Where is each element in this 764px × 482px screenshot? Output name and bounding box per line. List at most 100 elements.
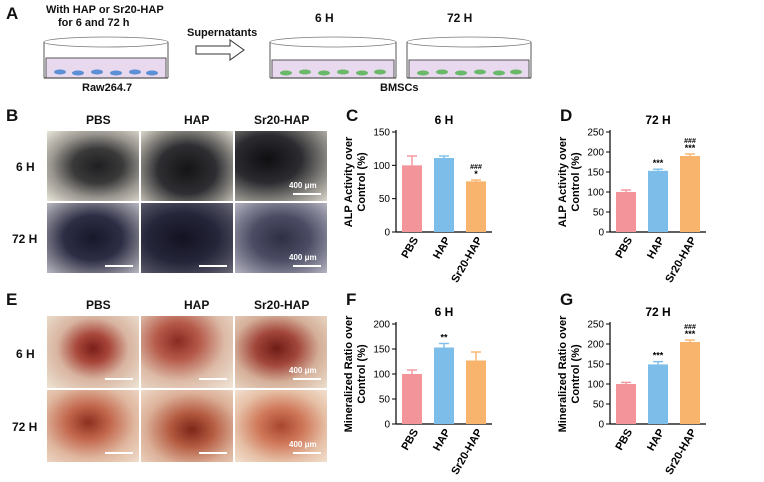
x-tick-label: Sr20-HAP bbox=[663, 235, 699, 285]
bar-sr20-hap bbox=[466, 360, 486, 424]
scale-label: 400 μm bbox=[289, 440, 317, 449]
x-tick-label: HAP bbox=[645, 427, 667, 453]
y-axis-label: Mineralized Ratio overControl (%) bbox=[343, 315, 368, 432]
x-tick-label: HAP bbox=[645, 235, 667, 261]
bar-pbs bbox=[616, 384, 636, 424]
scale-bar bbox=[105, 378, 133, 380]
significance-mark: *** bbox=[685, 329, 696, 339]
bar-sr20-hap bbox=[680, 156, 700, 232]
panel-label-f: F bbox=[346, 290, 357, 309]
x-tick-label: PBS bbox=[399, 235, 421, 261]
scale-label: 400 μm bbox=[289, 253, 317, 262]
scale-bar bbox=[105, 452, 133, 454]
bar-sr20-hap bbox=[466, 181, 486, 232]
y-tick-label: 50 bbox=[379, 194, 391, 205]
scale-bar bbox=[199, 265, 227, 267]
y-tick-label: 150 bbox=[587, 360, 604, 371]
x-tick-label: HAP bbox=[431, 427, 453, 453]
chart-alp-72h: 72 H ALP Activity overControl (%) 0 50 100 15… bbox=[557, 113, 706, 285]
panel-label-e: E bbox=[6, 290, 18, 309]
x-tick-label: Sr20-HAP bbox=[663, 427, 699, 477]
significance-mark: ### bbox=[684, 138, 696, 145]
treatment-text-line2: for 6 and 72 h bbox=[58, 17, 130, 29]
micrograph-e-pbs-6h bbox=[47, 316, 139, 388]
scale-bar bbox=[293, 378, 321, 380]
micrograph-e-sr20hap-6h: 400 μm bbox=[235, 316, 327, 388]
y-tick-label: 100 bbox=[587, 188, 604, 199]
micrograph-e-hap-6h bbox=[141, 316, 233, 388]
significance-mark: ### bbox=[470, 164, 482, 171]
chart-title: 6 H bbox=[435, 305, 454, 319]
time-label-72h: 72 H bbox=[447, 11, 473, 25]
dish-72h bbox=[406, 36, 532, 79]
scale-bar bbox=[293, 265, 321, 267]
bar-hap bbox=[648, 170, 668, 232]
panel-b-row-6h: 6 H bbox=[16, 160, 35, 174]
significance-mark: *** bbox=[685, 143, 696, 153]
chart-mineralized-72h: 72 H Mineralized Ratio overControl (%) 0 50… bbox=[557, 305, 706, 477]
treatment-text-line1: With HAP or Sr20-HAP bbox=[46, 4, 164, 16]
scale-label: 400 μm bbox=[289, 366, 317, 375]
panel-e-row-6h: 6 H bbox=[16, 347, 35, 361]
bar-hap bbox=[648, 364, 668, 424]
micrograph-b-hap-72h bbox=[141, 203, 233, 273]
panel-b-col-pbs: PBS bbox=[86, 113, 111, 127]
y-tick-label: 200 bbox=[587, 340, 604, 351]
y-tick-label: 200 bbox=[587, 148, 604, 159]
chart-title: 6 H bbox=[435, 113, 454, 127]
y-axis-label: ALP Activity overControl (%) bbox=[343, 136, 368, 227]
scale-bar bbox=[199, 452, 227, 454]
panel-label-c: C bbox=[346, 106, 359, 125]
arrow-label: Supernatants bbox=[187, 27, 258, 39]
y-tick-label: 50 bbox=[593, 208, 605, 219]
bar-pbs bbox=[402, 374, 422, 424]
panel-e-col-sr20hap: Sr20-HAP bbox=[254, 298, 310, 312]
x-tick-label: PBS bbox=[613, 235, 635, 261]
x-tick-label: HAP bbox=[431, 235, 453, 261]
scale-bar bbox=[199, 378, 227, 380]
panel-b-row-72h: 72 H bbox=[12, 232, 38, 246]
micrograph-e-pbs-72h bbox=[47, 390, 139, 462]
y-tick-label: 100 bbox=[373, 370, 390, 381]
panel-label-d: D bbox=[560, 106, 573, 125]
y-axis-label: Mineralized Ratio overControl (%) bbox=[557, 315, 582, 432]
dish-6h bbox=[269, 36, 397, 79]
y-tick-label: 0 bbox=[598, 420, 604, 431]
panel-b-col-sr20hap: Sr20-HAP bbox=[254, 113, 310, 127]
micrograph-b-hap-6h bbox=[141, 131, 233, 201]
bar-sr20-hap bbox=[680, 342, 700, 424]
panel-label-a: A bbox=[6, 4, 19, 23]
chart-mineralized-6h: 6 H Mineralized Ratio overControl (%) 0 50 1… bbox=[343, 305, 492, 477]
scale-label: 400 μm bbox=[289, 181, 317, 190]
scale-bar bbox=[293, 452, 321, 454]
scale-bar bbox=[105, 265, 133, 267]
y-tick-label: 0 bbox=[384, 228, 390, 239]
y-tick-label: 0 bbox=[598, 228, 604, 239]
y-tick-label: 150 bbox=[587, 168, 604, 179]
chart-alp-6h: 6 H ALP Activity overControl (%) 0 50 100 150… bbox=[343, 113, 492, 285]
y-tick-label: 150 bbox=[373, 128, 390, 139]
y-tick-label: 150 bbox=[373, 345, 390, 356]
dish-left bbox=[43, 36, 169, 79]
chart-title: 72 H bbox=[645, 113, 670, 127]
y-tick-label: 100 bbox=[587, 380, 604, 391]
y-tick-label: 200 bbox=[373, 320, 390, 331]
panel-e-col-hap: HAP bbox=[184, 298, 210, 312]
micrograph-e-hap-72h bbox=[141, 390, 233, 462]
significance-mark: ### bbox=[684, 324, 696, 331]
panel-b-col-hap: HAP bbox=[184, 113, 210, 127]
micrograph-b-pbs-6h bbox=[47, 131, 139, 201]
bar-pbs bbox=[402, 165, 422, 232]
panel-label-g: G bbox=[560, 290, 574, 309]
bmsc-label: BMSCs bbox=[380, 82, 419, 94]
schematic-dishes bbox=[43, 36, 532, 79]
y-tick-label: 250 bbox=[587, 128, 604, 139]
x-tick-label: Sr20-HAP bbox=[449, 427, 485, 477]
micrograph-b-sr20hap-6h: 400 μm bbox=[235, 131, 327, 201]
y-tick-label: 50 bbox=[593, 400, 605, 411]
scale-bar bbox=[293, 193, 321, 195]
y-tick-label: 0 bbox=[384, 420, 390, 431]
x-tick-label: Sr20-HAP bbox=[449, 235, 485, 285]
time-label-6h: 6 H bbox=[315, 11, 334, 25]
y-tick-label: 50 bbox=[379, 395, 391, 406]
